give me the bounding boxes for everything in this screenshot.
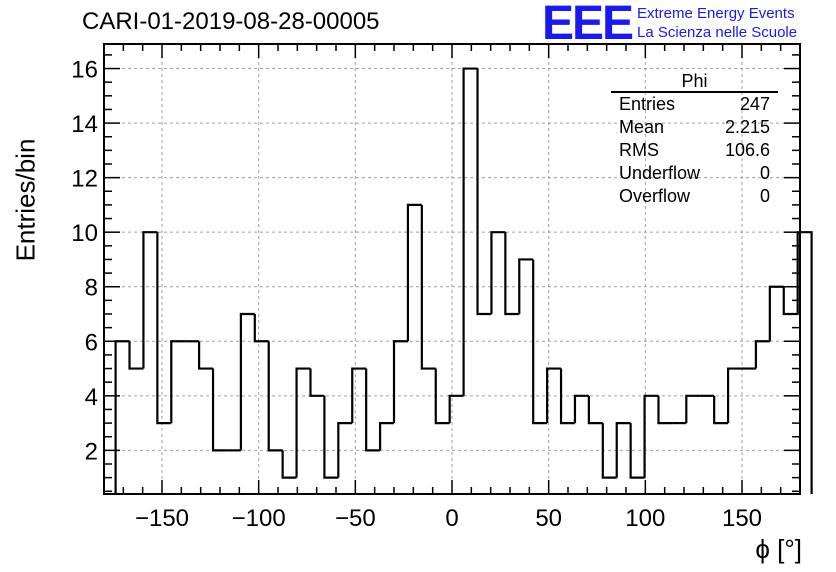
histogram-bin (601, 423, 617, 479)
y-tick-label: 12 (71, 166, 98, 193)
x-tick-label: 100 (625, 505, 665, 532)
histogram-bin (490, 231, 506, 314)
stats-row-rms: RMS 106.6 (619, 140, 770, 160)
histogram-bin (239, 312, 255, 451)
histogram-bin (685, 394, 701, 424)
histogram-bin (768, 285, 784, 342)
histogram-bin (643, 394, 659, 478)
histogram-bin (156, 232, 172, 425)
stats-row-entries: Entries 247 (619, 94, 770, 114)
logo-line-1: Extreme Energy Events (637, 5, 795, 22)
stats-row-underflow: Underflow 0 (619, 163, 770, 183)
histogram-bin (267, 341, 283, 452)
histogram-bin (128, 341, 144, 370)
logo-line-2: La Scienza nelle Scuole (637, 24, 798, 41)
y-tick-label: 6 (85, 329, 98, 356)
x-tick-label: 0 (445, 505, 458, 532)
histogram-bin (476, 68, 492, 316)
histogram-bin (573, 394, 589, 424)
histogram-bin (295, 367, 311, 478)
x-tick-label: 150 (722, 505, 762, 532)
histogram-bin (406, 203, 422, 342)
histogram-bin (170, 340, 186, 424)
histogram-bin (365, 368, 381, 452)
histogram-bin (532, 259, 548, 425)
y-tick-label: 2 (85, 438, 98, 465)
y-tick-label: 8 (85, 275, 98, 302)
histogram-bin (559, 368, 575, 425)
stats-box: Phi Entries 247 Mean 2.215 RMS 106.6 Underf… (611, 71, 778, 208)
stats-row-overflow: Overflow 0 (619, 186, 770, 206)
histogram-bin (504, 232, 520, 316)
x-tick-label: −100 (232, 505, 286, 532)
y-axis-label: Entries/bin (10, 138, 41, 262)
histogram-bin (114, 340, 130, 494)
histogram-bin (726, 367, 742, 424)
histogram-bin (281, 450, 297, 479)
histogram-bin (378, 421, 394, 451)
histogram-bin (448, 394, 464, 424)
histogram-bin (754, 340, 770, 369)
histogram-bin (253, 314, 269, 343)
histogram-bin (309, 368, 325, 397)
histogram-bin (351, 367, 367, 424)
histogram-bin (615, 421, 631, 478)
eee-logo: EEE (542, 0, 634, 50)
histogram-bin (713, 395, 729, 425)
histogram-bin (434, 368, 450, 425)
x-tick-label: 50 (535, 505, 562, 532)
histogram-bin (420, 204, 436, 370)
y-tick-label: 10 (71, 220, 98, 247)
histogram-bin (629, 423, 645, 479)
histogram-bin (211, 368, 227, 452)
x-tick-label: −150 (135, 505, 189, 532)
histogram-bin (198, 341, 214, 370)
histogram-bin (392, 340, 408, 424)
x-axis-label: ϕ [°] (755, 534, 802, 564)
x-tick-label: −50 (335, 505, 376, 532)
stats-row-mean: Mean 2.215 (619, 117, 770, 137)
histogram-bin (323, 395, 339, 479)
histogram-bin (142, 231, 158, 369)
histogram-bin (546, 367, 562, 424)
run-title: CARI-01-2019-08-28-00005 (82, 8, 380, 35)
histogram-bin (337, 421, 353, 478)
histogram-bin (462, 67, 478, 396)
histogram-bin (518, 258, 534, 314)
y-tick-label: 4 (85, 384, 98, 411)
histogram-bin (657, 395, 673, 425)
y-tick-label: 16 (71, 57, 98, 84)
histogram-bin (587, 395, 603, 425)
stats-title: Phi (611, 71, 778, 93)
y-tick-label: 14 (71, 111, 98, 138)
